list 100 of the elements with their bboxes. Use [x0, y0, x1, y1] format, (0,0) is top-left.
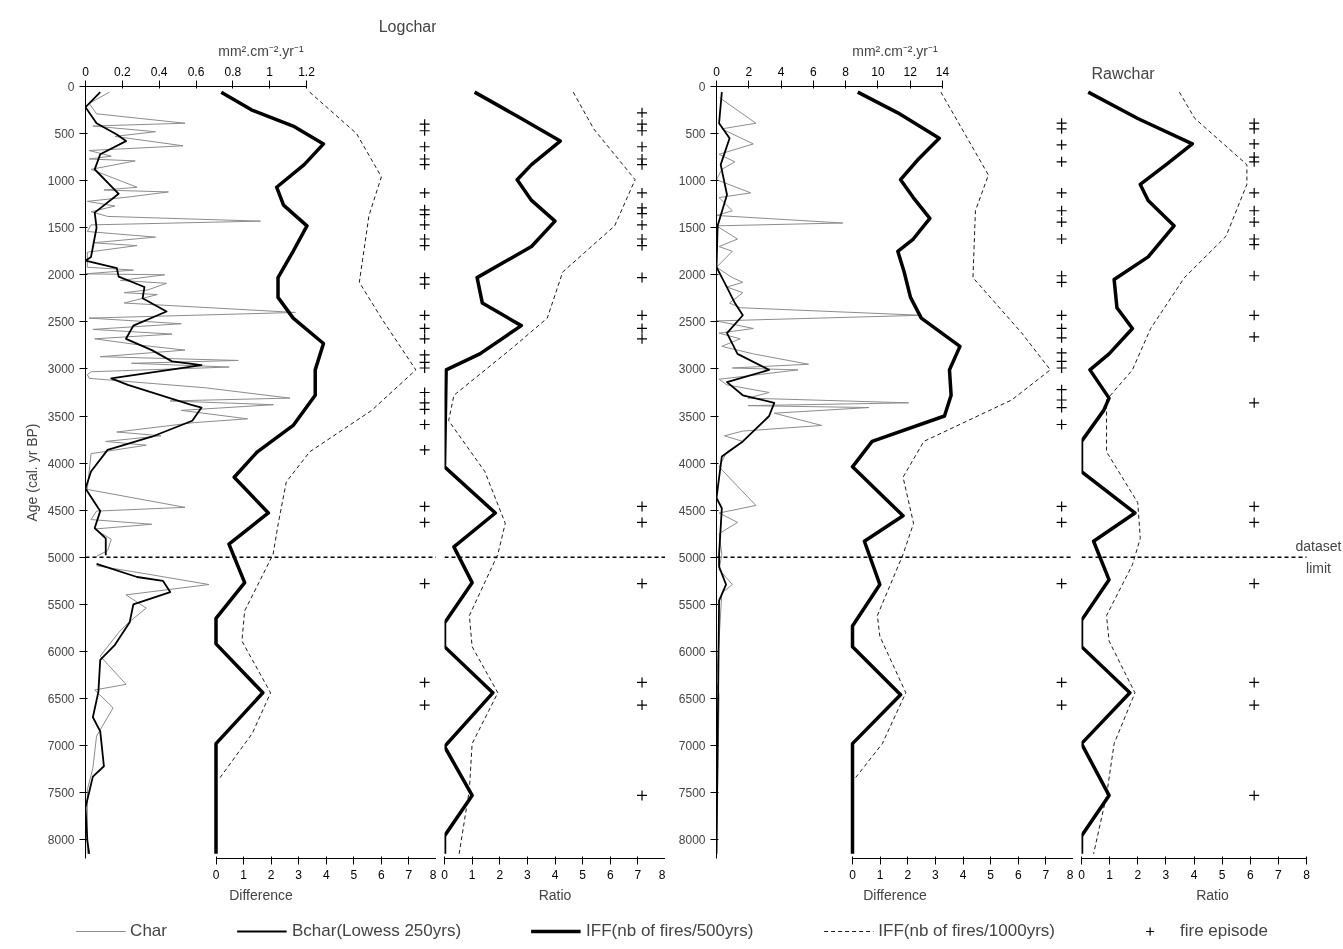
y-tick-label: 3500 — [47, 409, 75, 424]
x-tick-label: 7 — [405, 867, 413, 882]
x-tick-label: 10 — [871, 64, 885, 79]
legend-label: Bchar(Lowess 250yrs) — [291, 921, 462, 941]
x-tick-label: 0 — [82, 64, 90, 79]
y-tick-label: 5500 — [678, 597, 706, 612]
y-tick-label: 6500 — [47, 691, 75, 706]
y-tick-label: 1500 — [678, 221, 706, 236]
x-axis-title: Ratio — [1196, 886, 1230, 903]
x-tick-label: 2 — [496, 867, 504, 882]
legend-label: Char — [130, 921, 167, 941]
x-axis-title: Ratio — [538, 886, 572, 903]
x-tick-label: 5 — [350, 867, 358, 882]
y-tick-label: 500 — [54, 127, 75, 142]
x-tick-label: 4 — [1190, 867, 1198, 882]
x-tick-label: 2 — [904, 867, 912, 882]
y-axis-title: Age (cal. yr BP) — [23, 423, 40, 522]
x-tick-label: 6 — [606, 867, 614, 882]
x-tick-label: 0.2 — [113, 64, 131, 79]
x-tick-label: 0 — [713, 64, 721, 79]
x-tick-label: 6 — [810, 64, 818, 79]
x-tick-label: 2 — [745, 64, 753, 79]
x-tick-label: 4 — [777, 64, 785, 79]
x-tick-label: 5 — [579, 867, 587, 882]
y-tick-label: 4500 — [678, 503, 706, 518]
x-tick-label: 0.6 — [187, 64, 205, 79]
x-tick-label: 1 — [266, 64, 274, 79]
y-tick-label: 1000 — [47, 174, 75, 189]
y-tick-label: 2500 — [47, 315, 75, 330]
x-tick-label: 8 — [1066, 867, 1074, 882]
x-tick-label: 0.4 — [150, 64, 168, 79]
y-tick-label: 4000 — [47, 456, 75, 471]
y-tick-label: 0 — [698, 80, 706, 94]
y-tick-label: 3500 — [678, 409, 706, 424]
y-tick-label: 7500 — [678, 786, 706, 801]
x-tick-label: 12 — [903, 64, 918, 79]
y-tick-label: 5500 — [47, 597, 75, 612]
y-tick-label: 6000 — [47, 644, 75, 659]
y-tick-label: 4000 — [678, 456, 706, 471]
x-tick-label: 5 — [1218, 867, 1226, 882]
x-tick-label: 0 — [1078, 867, 1086, 882]
ref-line-label: dataset limit — [1295, 538, 1342, 577]
x-tick-label: 6 — [1014, 867, 1022, 882]
y-tick-label: 2000 — [678, 268, 706, 283]
legend-label: IFF(nb of fires/1000yrs) — [878, 921, 1055, 941]
y-tick-label: 7000 — [678, 739, 706, 754]
x-tick-label: 0.8 — [224, 64, 242, 79]
x-tick-label: 1 — [876, 867, 884, 882]
x-tick-label: 2 — [267, 867, 275, 882]
x-tick-label: 7 — [1042, 867, 1050, 882]
x-axis-title: Difference — [863, 886, 927, 903]
y-tick-label: 6500 — [678, 691, 706, 706]
chart-title: Rawchar — [1091, 64, 1156, 82]
y-tick-label: 2000 — [47, 268, 75, 283]
x-tick-label: 3 — [295, 867, 303, 882]
x-tick-label: 1.2 — [298, 64, 316, 79]
x-tick-label: 3 — [932, 867, 940, 882]
x-tick-label: 4 — [959, 867, 967, 882]
y-tick-label: 5000 — [47, 550, 75, 565]
x-tick-label: 7 — [1275, 867, 1283, 882]
x-tick-label: 14 — [935, 64, 950, 79]
y-tick-label: 6000 — [678, 644, 706, 659]
x-tick-label: 3 — [524, 867, 532, 882]
x-axis-title: mm².cm⁻².yr⁻¹ — [218, 42, 305, 59]
y-tick-label: 7500 — [47, 786, 75, 801]
x-tick-label: 8 — [1303, 867, 1311, 882]
x-tick-label: 7 — [634, 867, 642, 882]
legend-label: IFF(nb of fires/500yrs) — [586, 921, 754, 941]
x-tick-label: 0 — [212, 867, 220, 882]
y-tick-label: 1000 — [678, 174, 706, 189]
y-tick-label: 4500 — [47, 503, 75, 518]
y-tick-label: 2500 — [678, 315, 706, 330]
x-tick-label: 4 — [551, 867, 559, 882]
x-tick-label: 6 — [378, 867, 386, 882]
legend-label: fire episode — [1179, 921, 1268, 941]
x-tick-label: 1 — [1106, 867, 1114, 882]
x-tick-label: 2 — [1134, 867, 1142, 882]
y-tick-label: 0 — [67, 80, 75, 94]
x-tick-label: 6 — [1246, 867, 1254, 882]
x-tick-label: 3 — [1162, 867, 1170, 882]
x-tick-label: 0 — [441, 867, 449, 882]
y-tick-label: 3000 — [47, 362, 75, 377]
x-tick-label: 5 — [987, 867, 995, 882]
y-tick-label: 8000 — [678, 833, 706, 848]
y-tick-label: 8000 — [47, 833, 75, 848]
chart-title: Logchar — [378, 17, 438, 35]
y-tick-label: 1500 — [47, 221, 75, 236]
y-tick-label: 500 — [685, 127, 706, 142]
x-tick-label: 8 — [429, 867, 437, 882]
x-tick-label: 8 — [658, 867, 666, 882]
y-tick-label: 5000 — [678, 550, 706, 565]
x-tick-label: 1 — [468, 867, 476, 882]
x-tick-label: 4 — [322, 867, 330, 882]
y-tick-label: 3000 — [678, 362, 706, 377]
x-axis-title: mm².cm⁻².yr⁻¹ — [852, 42, 939, 59]
x-tick-label: 8 — [842, 64, 850, 79]
x-tick-label: 0 — [849, 867, 857, 882]
x-tick-label: 1 — [240, 867, 248, 882]
x-axis-title: Difference — [229, 886, 293, 903]
y-tick-label: 7000 — [47, 739, 75, 754]
